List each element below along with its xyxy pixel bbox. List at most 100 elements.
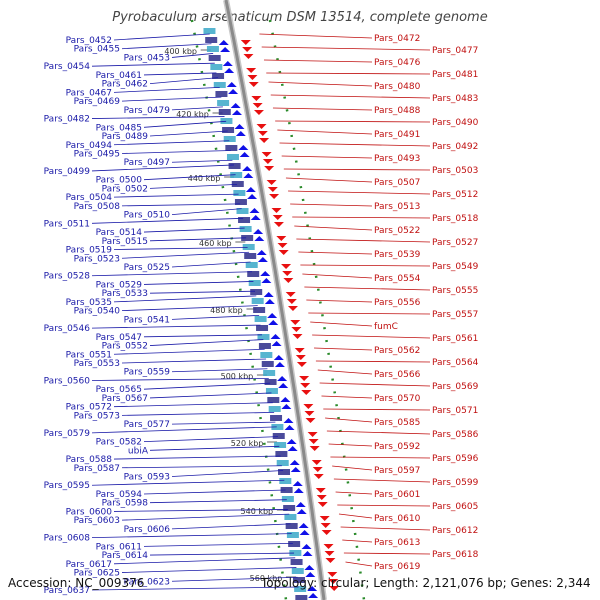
left-gene-label: Pars_0479 — [124, 106, 171, 116]
left-gene-label: Pars_0523 — [74, 254, 120, 264]
reverse-gene-arrow — [304, 411, 315, 416]
right-gene-label: Pars_0612 — [432, 526, 478, 536]
left-leader-line — [143, 542, 293, 547]
right-leader-line — [261, 46, 431, 51]
gene-block — [283, 505, 296, 511]
left-gene-label: Pars_0514 — [96, 228, 143, 238]
reverse-gene-arrow — [307, 432, 318, 437]
right-leader-line — [298, 251, 373, 255]
reverse-gene-arrow — [327, 572, 338, 577]
left-gene-label: Pars_0502 — [102, 184, 148, 194]
right-gene-label: Pars_0555 — [432, 286, 478, 296]
scale-label: 480 kbp — [210, 306, 243, 315]
reverse-gene-arrow — [329, 586, 340, 591]
left-gene-label: Pars_0510 — [124, 211, 171, 221]
left-gene-label: Pars_0497 — [124, 158, 170, 168]
forward-gene-arrow — [224, 68, 235, 73]
left-leader-line — [121, 465, 282, 469]
left-gene-label: Pars_0455 — [74, 45, 120, 55]
left-leader-line — [143, 120, 227, 128]
right-leader-line — [281, 155, 373, 159]
right-gene-label: Pars_0586 — [432, 430, 479, 440]
left-leader-line — [113, 193, 239, 198]
gene-block — [206, 46, 219, 52]
forward-gene-arrow — [239, 152, 250, 157]
gene-block — [244, 253, 257, 259]
right-gene-label: Pars_0483 — [432, 94, 478, 104]
forward-gene-arrow — [307, 586, 318, 591]
left-gene-label: Pars_0637 — [44, 586, 90, 596]
reverse-gene-arrow — [266, 180, 277, 185]
left-gene-label: Pars_0579 — [44, 429, 91, 439]
forward-gene-arrow — [218, 40, 229, 45]
left-gene-label: Pars_0594 — [96, 490, 143, 500]
left-leader-line — [121, 305, 258, 312]
reverse-gene-arrow — [292, 334, 303, 339]
left-gene-label: Pars_0595 — [44, 481, 90, 491]
right-gene-label: Pars_0556 — [374, 298, 421, 308]
forward-gene-arrow — [238, 145, 249, 150]
left-leader-line — [143, 227, 245, 233]
reverse-gene-arrow — [276, 236, 287, 241]
left-leader-line — [91, 62, 215, 67]
left-gene-label: Pars_0552 — [102, 342, 148, 352]
left-gene-label: Pars_0611 — [96, 542, 142, 552]
right-gene-label: Pars_0527 — [432, 238, 478, 248]
right-leader-line — [268, 81, 373, 87]
left-leader-line — [91, 324, 261, 329]
forward-gene-arrow — [299, 530, 310, 535]
gene-block — [241, 235, 254, 241]
left-gene-label: Pars_0606 — [124, 525, 171, 535]
gene-block — [264, 379, 277, 385]
right-gene-label: Pars_0585 — [374, 418, 420, 428]
left-leader-line — [121, 567, 297, 573]
right-leader-line — [302, 273, 373, 279]
left-gene-label: Pars_0504 — [66, 193, 113, 203]
gene-block — [230, 172, 243, 178]
forward-gene-arrow — [247, 194, 258, 199]
right-leader-line — [304, 286, 431, 291]
left-leader-line — [121, 150, 231, 154]
left-gene-label: Pars_0508 — [74, 202, 121, 212]
right-gene-label: Pars_0562 — [374, 346, 420, 356]
reverse-gene-arrow — [324, 551, 335, 556]
left-leader-line — [143, 334, 262, 338]
left-leader-line — [113, 140, 230, 146]
left-leader-line — [171, 53, 214, 58]
right-leader-line — [266, 72, 431, 75]
left-gene-label: Pars_0608 — [44, 534, 91, 544]
reverse-gene-arrow — [240, 40, 251, 45]
gene-block — [247, 271, 260, 277]
right-leader-line — [333, 478, 431, 483]
gene-block — [210, 64, 223, 70]
left-gene-label: Pars_0489 — [102, 132, 149, 142]
left-gene-label: Pars_0461 — [96, 71, 142, 81]
right-gene-label: Pars_0601 — [374, 490, 420, 500]
left-leader-line — [171, 421, 276, 425]
right-gene-label: Pars_0512 — [432, 190, 478, 200]
forward-gene-arrow — [250, 215, 261, 220]
gene-block — [208, 55, 221, 61]
left-gene-label: Pars_0598 — [102, 499, 149, 509]
gene-block — [271, 424, 284, 430]
topology-label: Topology: circular; Length: 2,121,076 bp… — [261, 576, 591, 590]
right-gene-label: Pars_0554 — [374, 274, 421, 284]
right-gene-label: Pars_0610 — [374, 514, 421, 524]
left-gene-label: Pars_0625 — [74, 569, 120, 579]
right-gene-label: Pars_0477 — [432, 46, 478, 56]
right-gene-label: Pars_0539 — [374, 250, 421, 260]
left-leader-line — [113, 33, 210, 41]
reverse-gene-arrow — [317, 502, 328, 507]
reverse-gene-arrow — [262, 159, 273, 164]
left-leader-line — [113, 509, 289, 512]
right-gene-label: Pars_0549 — [432, 262, 479, 272]
forward-gene-arrow — [263, 292, 274, 297]
forward-gene-arrow — [234, 124, 245, 129]
left-gene-label: Pars_0553 — [74, 359, 120, 369]
left-gene-label: Pars_0573 — [74, 411, 120, 421]
reverse-gene-arrow — [325, 558, 336, 563]
left-leader-line — [171, 208, 242, 216]
gene-block — [212, 73, 225, 79]
reverse-gene-arrow — [299, 376, 310, 381]
left-leader-line — [149, 237, 247, 242]
